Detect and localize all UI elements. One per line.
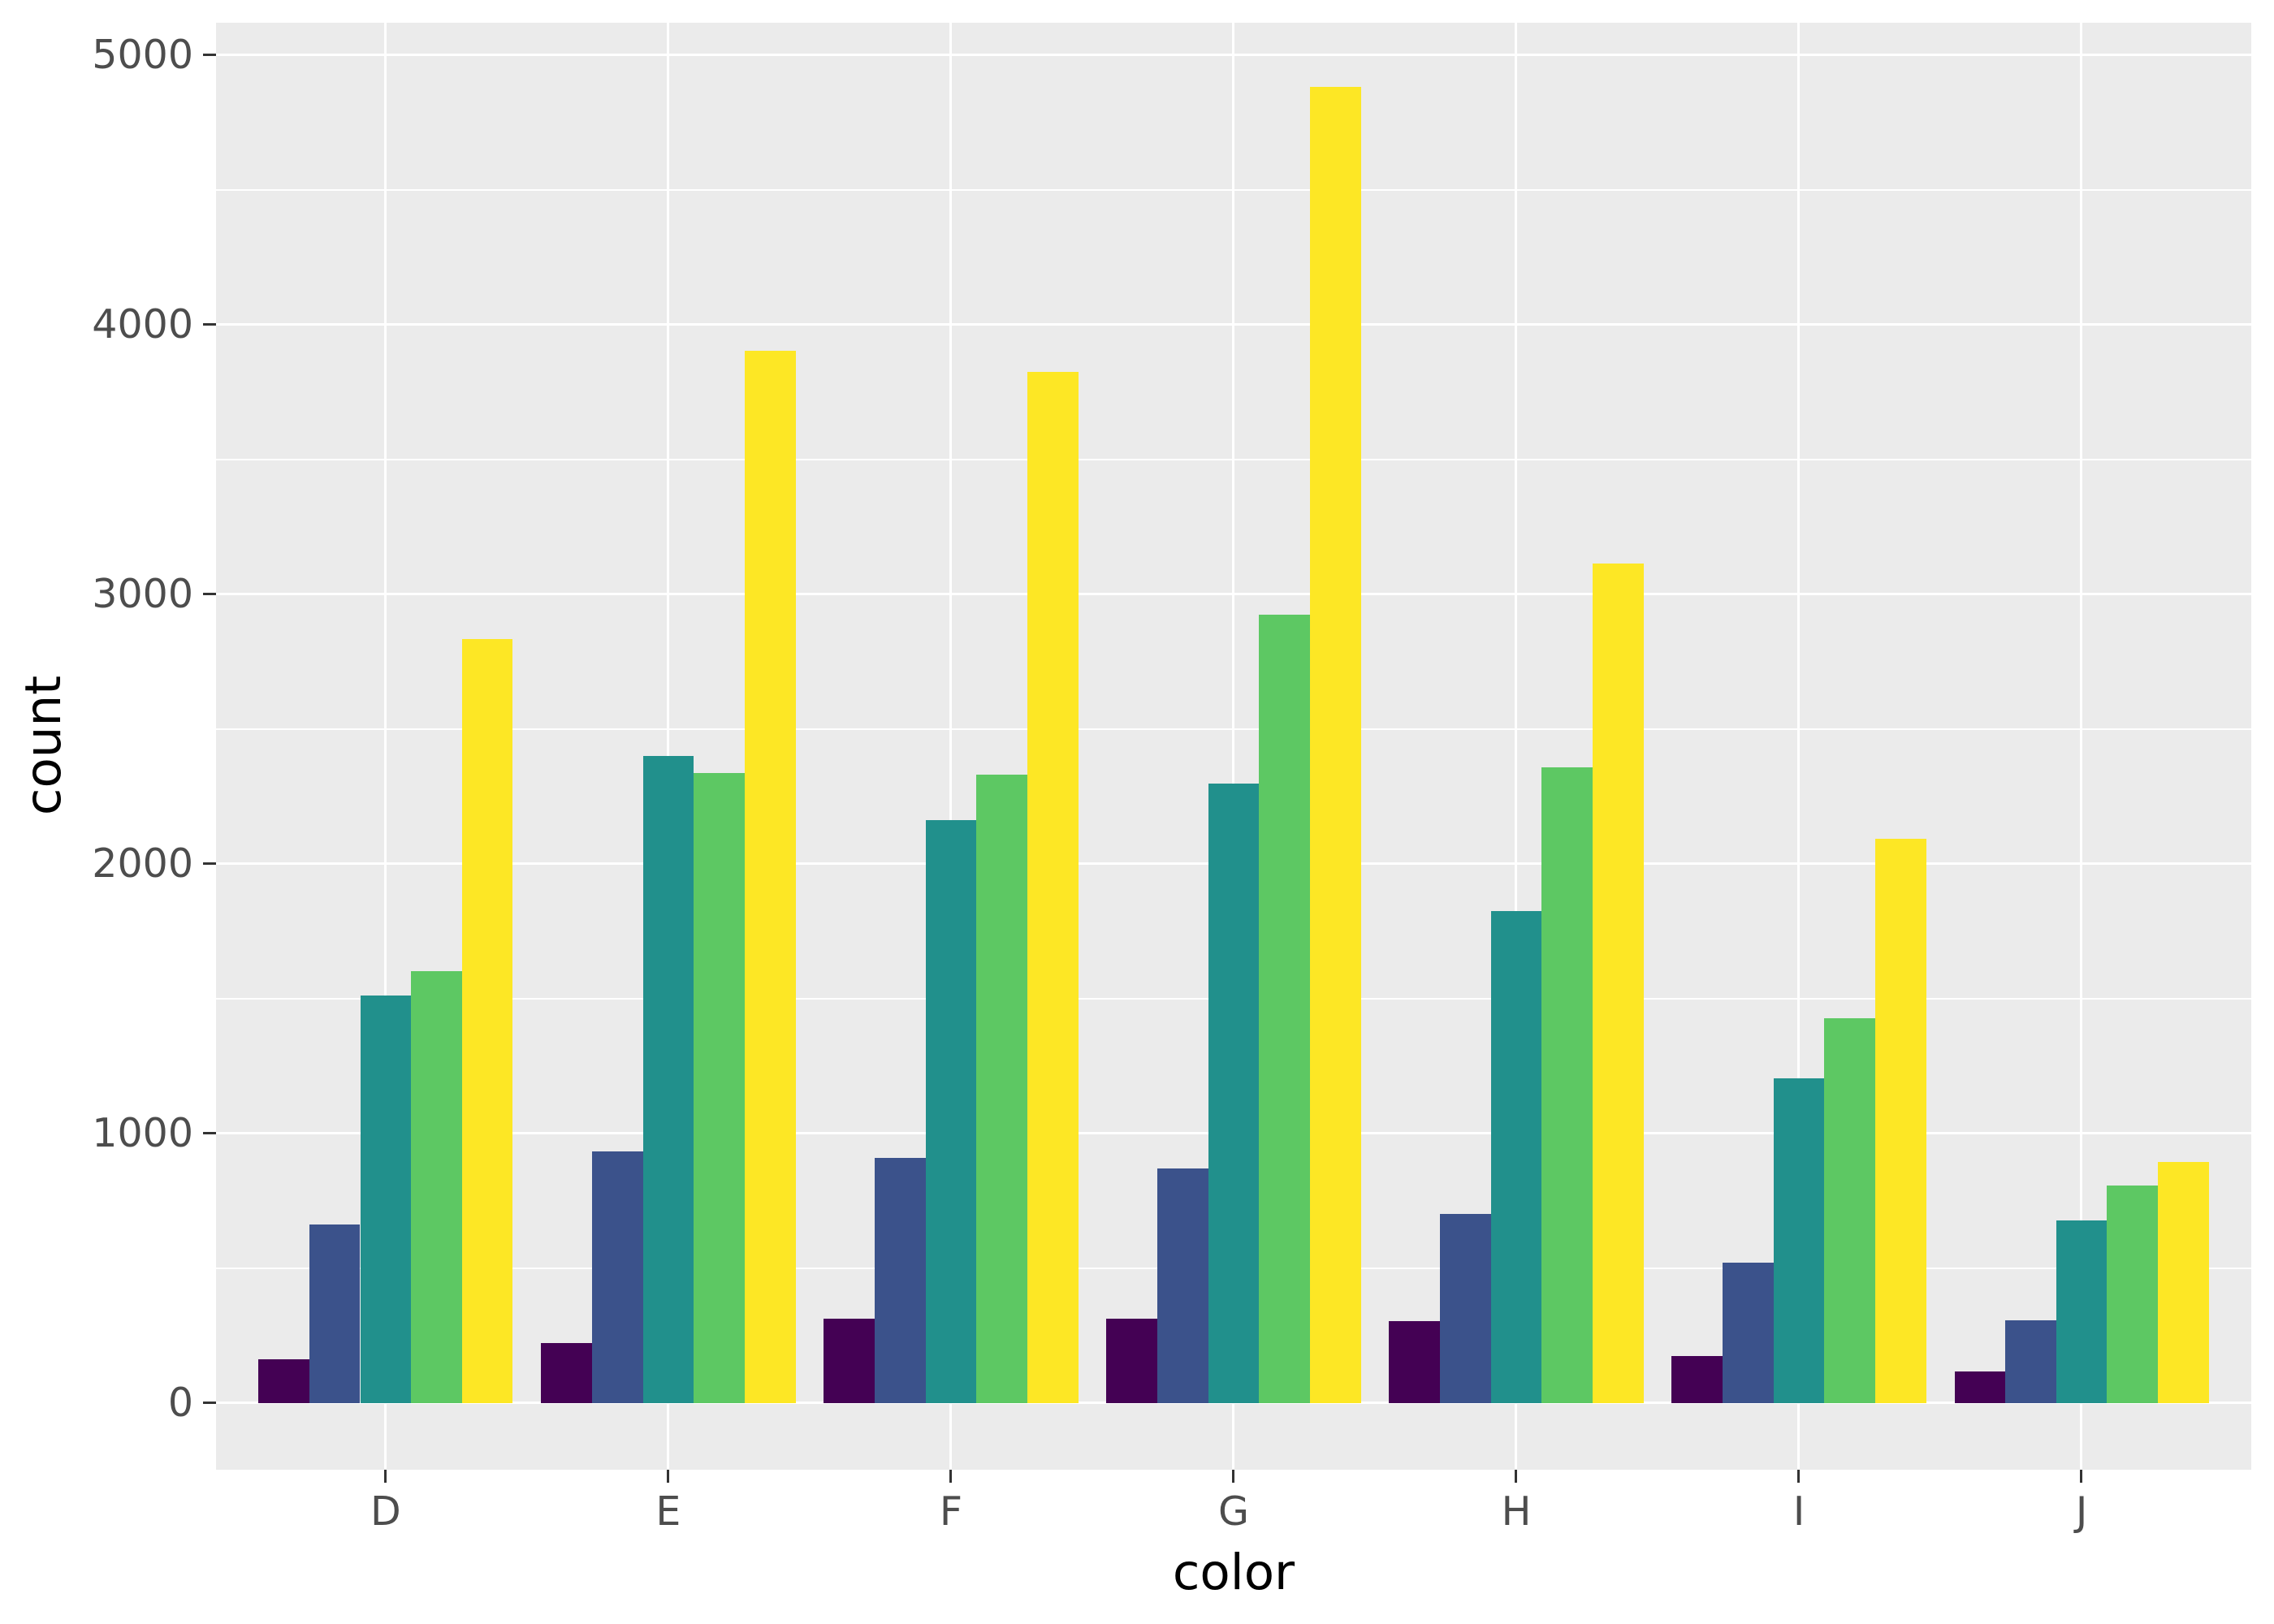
bar-I-s4 (1824, 1017, 1876, 1403)
gridline-major-v (666, 23, 669, 1470)
x-tick-label: H (1501, 1488, 1532, 1535)
bar-D-s4 (411, 970, 462, 1403)
bar-F-s5 (1027, 371, 1079, 1403)
bar-I-s2 (1723, 1262, 1774, 1403)
x-axis-tick (1232, 1470, 1234, 1483)
y-axis-title: count (15, 675, 72, 816)
bar-E-s2 (591, 1151, 643, 1403)
bar-I-s5 (1875, 839, 1926, 1403)
bar-J-s3 (2056, 1220, 2108, 1403)
x-axis-tick (383, 1470, 387, 1483)
x-axis-title: color (1172, 1544, 1295, 1601)
y-tick-label: 5000 (92, 32, 193, 79)
y-axis-tick (203, 54, 216, 57)
gridline-major-v (1515, 23, 1518, 1470)
x-axis-tick (1515, 1470, 1518, 1483)
gridline-major-v (1232, 23, 1234, 1470)
bar-D-s2 (309, 1224, 361, 1403)
x-axis-tick (666, 1470, 669, 1483)
y-axis-tick (203, 862, 216, 866)
y-axis-tick (203, 593, 216, 596)
bar-E-s4 (694, 773, 745, 1403)
bar-H-s1 (1389, 1321, 1441, 1403)
bar-E-s1 (541, 1342, 592, 1403)
bar-F-s3 (925, 819, 977, 1403)
bar-H-s4 (1541, 767, 1593, 1403)
plot-panel (216, 23, 2251, 1470)
bar-H-s2 (1440, 1213, 1491, 1403)
x-tick-label: J (2075, 1488, 2088, 1535)
bar-D-s3 (360, 995, 412, 1403)
bar-G-s3 (1208, 783, 1260, 1403)
bar-I-s1 (1671, 1355, 1723, 1403)
bar-E-s3 (642, 756, 694, 1403)
bar-D-s1 (258, 1358, 309, 1403)
x-axis-tick (949, 1470, 952, 1483)
y-axis-tick (203, 1402, 216, 1404)
bar-G-s5 (1309, 86, 1361, 1403)
y-axis-tick (203, 323, 216, 326)
bar-I-s3 (1773, 1078, 1825, 1403)
bar-H-s3 (1490, 911, 1542, 1403)
bar-G-s1 (1106, 1318, 1158, 1403)
x-tick-label: E (655, 1488, 681, 1535)
bar-J-s4 (2107, 1185, 2159, 1403)
y-tick-label: 2000 (92, 840, 193, 888)
gridline-major-v (949, 23, 952, 1470)
y-tick-label: 4000 (92, 301, 193, 348)
x-tick-label: F (939, 1488, 963, 1535)
y-axis-tick (203, 1132, 216, 1135)
bar-D-s5 (461, 639, 513, 1403)
bar-F-s2 (874, 1158, 926, 1403)
gridline-major-v (1797, 23, 1801, 1470)
x-tick-label: I (1792, 1488, 1805, 1535)
y-tick-label: 3000 (92, 571, 193, 618)
x-tick-label: G (1218, 1488, 1249, 1535)
x-axis-tick (2080, 1470, 2083, 1483)
bar-J-s5 (2158, 1161, 2209, 1403)
bar-J-s2 (2005, 1320, 2056, 1403)
x-axis-tick (1797, 1470, 1801, 1483)
bar-G-s2 (1157, 1168, 1208, 1403)
y-tick-label: 0 (167, 1380, 193, 1426)
gridline-major-v (383, 23, 387, 1470)
x-tick-label: D (370, 1488, 401, 1535)
bar-E-s5 (744, 351, 796, 1403)
y-tick-label: 1000 (92, 1110, 193, 1157)
bar-H-s5 (1593, 563, 1644, 1403)
bar-F-s4 (976, 775, 1027, 1403)
bar-J-s1 (1954, 1371, 2006, 1403)
gridline-major-v (2080, 23, 2083, 1470)
bar-G-s4 (1259, 615, 1310, 1403)
bar-F-s1 (824, 1319, 875, 1403)
